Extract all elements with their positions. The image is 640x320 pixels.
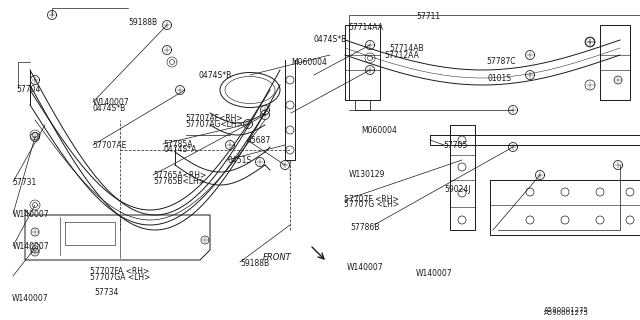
Text: 0474S*B: 0474S*B: [198, 71, 232, 80]
Text: 0101S: 0101S: [488, 74, 512, 83]
Text: FRONT: FRONT: [262, 253, 291, 262]
Text: 57707AG<LH>: 57707AG<LH>: [186, 120, 243, 129]
Text: 57765B<LH>: 57765B<LH>: [154, 177, 205, 186]
Text: 57704: 57704: [16, 85, 40, 94]
Text: 57707G <LH>: 57707G <LH>: [344, 200, 399, 209]
Text: 59024J: 59024J: [445, 185, 471, 194]
Text: 0451S: 0451S: [227, 156, 252, 165]
Text: M060004: M060004: [291, 58, 327, 67]
Text: 57785A: 57785A: [163, 140, 193, 148]
Text: 57712AA: 57712AA: [384, 51, 419, 60]
Text: 57714AA: 57714AA: [349, 23, 384, 32]
Text: W140007: W140007: [347, 263, 383, 272]
Text: 0474S*B: 0474S*B: [93, 104, 126, 113]
Text: M060004: M060004: [362, 126, 397, 135]
Text: 0474S*B: 0474S*B: [314, 35, 347, 44]
Text: 57707GA <LH>: 57707GA <LH>: [90, 273, 150, 282]
Text: A590001275: A590001275: [544, 310, 589, 316]
Text: 0474S*A: 0474S*A: [163, 145, 196, 154]
Text: W130129: W130129: [349, 170, 385, 179]
Text: 59188B: 59188B: [128, 18, 157, 27]
Text: 57711: 57711: [416, 12, 440, 20]
Text: 59188B: 59188B: [240, 259, 269, 268]
Text: A590001275: A590001275: [544, 307, 589, 313]
Text: 57705: 57705: [443, 141, 467, 150]
Text: W140007: W140007: [13, 210, 49, 219]
Text: 45687: 45687: [246, 136, 271, 145]
Text: 57787C: 57787C: [486, 57, 516, 66]
Text: W140007: W140007: [416, 269, 452, 278]
Text: 57707AF<RH>: 57707AF<RH>: [186, 114, 243, 123]
Text: 57707FA <RH>: 57707FA <RH>: [90, 268, 149, 276]
Text: W140007: W140007: [13, 242, 49, 251]
Text: 57707F <RH>: 57707F <RH>: [344, 195, 399, 204]
Text: 57731: 57731: [13, 178, 37, 187]
Text: 57734: 57734: [95, 288, 119, 297]
Text: W140007: W140007: [12, 294, 48, 303]
Text: W140007: W140007: [93, 98, 129, 107]
Text: 57786B: 57786B: [351, 223, 380, 232]
Text: 57714AB: 57714AB: [389, 44, 424, 53]
Text: 57765A<RH>: 57765A<RH>: [154, 171, 207, 180]
Text: 57707AE: 57707AE: [93, 141, 127, 150]
